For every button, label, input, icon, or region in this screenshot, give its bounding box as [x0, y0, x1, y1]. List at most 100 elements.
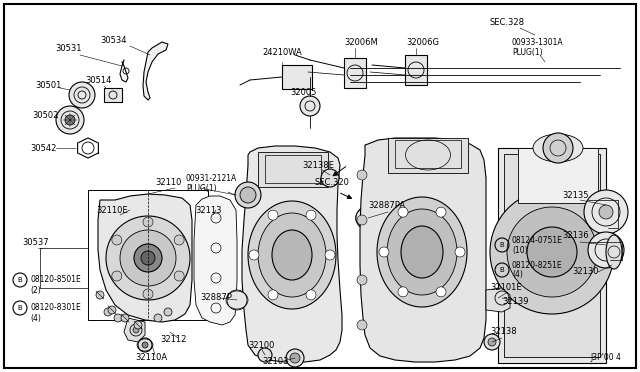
Polygon shape: [242, 146, 342, 362]
Circle shape: [112, 271, 122, 281]
Circle shape: [286, 349, 304, 367]
Circle shape: [488, 338, 496, 346]
Bar: [265, 155, 321, 183]
Circle shape: [484, 334, 500, 350]
Circle shape: [357, 275, 367, 285]
Circle shape: [258, 348, 272, 362]
Circle shape: [527, 227, 577, 277]
Circle shape: [306, 210, 316, 220]
Text: 30531: 30531: [55, 44, 81, 52]
Circle shape: [133, 327, 139, 333]
Circle shape: [325, 250, 335, 260]
Text: 32100: 32100: [248, 340, 275, 350]
Circle shape: [134, 244, 162, 272]
Text: B: B: [18, 277, 22, 283]
Circle shape: [357, 170, 367, 180]
Bar: [88, 190, 208, 320]
Circle shape: [584, 190, 628, 234]
Polygon shape: [143, 42, 168, 100]
Circle shape: [306, 290, 316, 300]
Text: B: B: [500, 242, 504, 248]
Circle shape: [141, 251, 155, 265]
Ellipse shape: [606, 235, 622, 269]
Text: B: B: [500, 267, 504, 273]
Circle shape: [174, 235, 184, 245]
Circle shape: [108, 306, 116, 314]
Bar: [282, 65, 312, 89]
Text: 08120-8301E: 08120-8301E: [30, 304, 81, 312]
Ellipse shape: [377, 197, 467, 307]
Text: 32006G: 32006G: [406, 38, 439, 46]
Text: 32101E: 32101E: [490, 283, 522, 292]
Circle shape: [174, 271, 184, 281]
Circle shape: [379, 247, 389, 257]
Text: PLUG(1): PLUG(1): [186, 183, 216, 192]
Circle shape: [357, 215, 367, 225]
Circle shape: [599, 205, 613, 219]
Circle shape: [543, 133, 573, 163]
Circle shape: [143, 217, 153, 227]
Circle shape: [121, 314, 129, 322]
Ellipse shape: [387, 209, 457, 295]
Bar: [104, 88, 122, 102]
Polygon shape: [124, 318, 145, 342]
Circle shape: [321, 169, 339, 187]
Circle shape: [300, 96, 320, 116]
Circle shape: [164, 308, 172, 316]
Text: 30534: 30534: [100, 35, 127, 45]
Text: 32103: 32103: [262, 357, 289, 366]
Circle shape: [398, 287, 408, 297]
Text: 32135: 32135: [562, 190, 589, 199]
Circle shape: [495, 291, 509, 305]
Text: 32113: 32113: [195, 205, 221, 215]
Bar: [344, 58, 366, 88]
Text: PLUG(1): PLUG(1): [512, 48, 543, 57]
Text: 32110: 32110: [155, 177, 181, 186]
Text: 32887P: 32887P: [200, 294, 232, 302]
Circle shape: [268, 290, 278, 300]
Bar: [258, 152, 328, 187]
Text: 00933-1301A: 00933-1301A: [512, 38, 564, 46]
Circle shape: [290, 353, 300, 363]
Text: 32005: 32005: [290, 87, 316, 96]
Text: SEC.328: SEC.328: [490, 17, 525, 26]
Circle shape: [356, 206, 380, 230]
Text: 30542: 30542: [30, 144, 56, 153]
Polygon shape: [194, 196, 237, 325]
Text: 32130: 32130: [572, 267, 598, 276]
Circle shape: [142, 342, 148, 348]
Polygon shape: [360, 138, 486, 362]
Ellipse shape: [248, 201, 336, 309]
Polygon shape: [98, 194, 192, 322]
Circle shape: [398, 207, 408, 217]
Text: 08120-8251E: 08120-8251E: [512, 260, 563, 269]
Ellipse shape: [401, 226, 443, 278]
Circle shape: [143, 289, 153, 299]
Bar: [504, 154, 600, 357]
Ellipse shape: [258, 213, 326, 297]
Circle shape: [154, 314, 162, 322]
Text: 30514: 30514: [85, 76, 111, 84]
Ellipse shape: [533, 134, 583, 162]
Text: SEC.320: SEC.320: [315, 177, 350, 186]
Circle shape: [235, 182, 261, 208]
Circle shape: [138, 338, 152, 352]
Text: 30502: 30502: [32, 110, 58, 119]
Text: 00931-2121A: 00931-2121A: [186, 173, 237, 183]
Polygon shape: [486, 288, 510, 312]
Text: (2): (2): [30, 285, 41, 295]
Text: 08124-0751E: 08124-0751E: [512, 235, 563, 244]
Circle shape: [227, 290, 247, 310]
Bar: [388, 138, 468, 173]
Text: 08120-8501E: 08120-8501E: [30, 276, 81, 285]
Circle shape: [436, 207, 446, 217]
Text: 24210WA: 24210WA: [262, 48, 301, 57]
Text: (4): (4): [512, 270, 523, 279]
Circle shape: [268, 210, 278, 220]
Text: 30537: 30537: [22, 237, 49, 247]
Ellipse shape: [272, 230, 312, 280]
Circle shape: [249, 250, 259, 260]
Circle shape: [507, 207, 597, 297]
Circle shape: [112, 235, 122, 245]
Text: 32110A: 32110A: [135, 353, 167, 362]
